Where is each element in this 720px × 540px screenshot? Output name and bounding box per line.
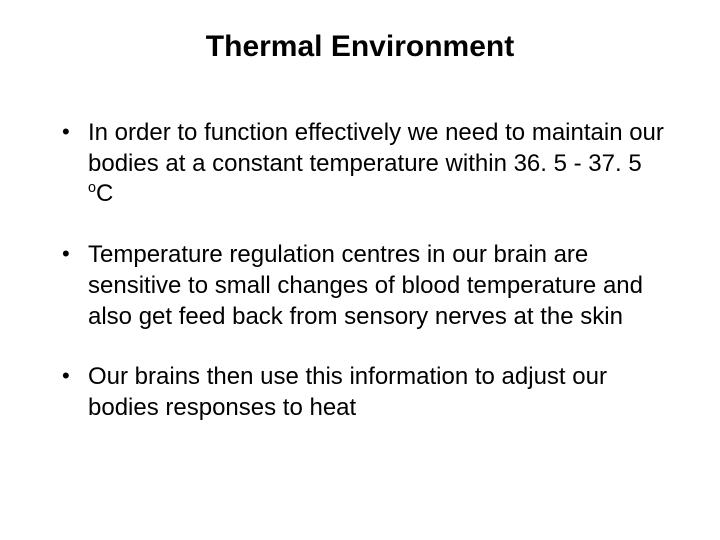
list-item: In order to function effectively we need… xyxy=(58,118,672,210)
bullet-text-pre: Our brains then use this information to … xyxy=(88,363,607,421)
bullet-text-post: C xyxy=(96,180,113,207)
list-item: Our brains then use this information to … xyxy=(58,362,672,423)
slide-title: Thermal Environment xyxy=(48,30,672,64)
bullet-text-pre: Temperature regulation centres in our br… xyxy=(88,241,643,329)
degree-superscript: o xyxy=(88,180,96,196)
bullet-list: In order to function effectively we need… xyxy=(48,118,672,424)
list-item: Temperature regulation centres in our br… xyxy=(58,240,672,332)
slide: Thermal Environment In order to function… xyxy=(0,0,720,540)
bullet-text-pre: In order to function effectively we need… xyxy=(88,119,664,177)
